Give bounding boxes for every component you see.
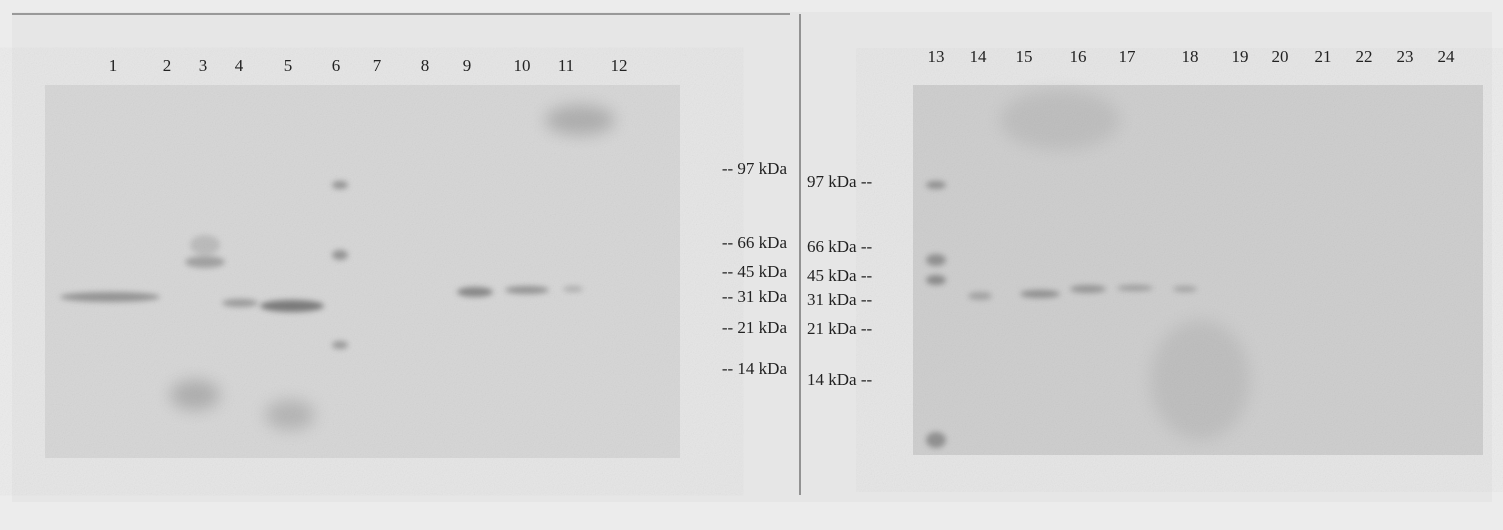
marker-label: 45 kDa -- [807,266,872,285]
gel-band [260,300,324,312]
gel-band [1020,290,1060,298]
lane-label: 22 [1356,47,1373,66]
lane-label: 11 [558,56,574,75]
lane-label: 17 [1119,47,1137,66]
gel-band [170,380,220,410]
lane-label: 13 [928,47,945,66]
gel-band [265,400,315,430]
marker-label: -- 31 kDa [722,287,788,306]
gel-band [1117,285,1153,291]
lane-label: 24 [1438,47,1456,66]
lane-label: 9 [463,56,472,75]
gel-band [332,181,348,189]
marker-label: -- 45 kDa [722,262,788,281]
lane-label: 23 [1397,47,1414,66]
gel-band [332,250,348,260]
gel-band [926,275,946,285]
marker-label: 21 kDa -- [807,319,872,338]
lane-label: 18 [1182,47,1199,66]
left-gel-texture [45,85,680,458]
gel-band [968,292,992,300]
lane-label: 6 [332,56,341,75]
lane-label: 16 [1070,47,1087,66]
gel-band [926,254,946,266]
gel-band [190,235,220,255]
lane-label: 5 [284,56,293,75]
lane-label: 12 [611,56,628,75]
marker-label: 31 kDa -- [807,290,872,309]
gel-band [1000,90,1120,150]
gel-band [926,181,946,189]
marker-label: -- 66 kDa [722,233,788,252]
marker-label: 66 kDa -- [807,237,872,256]
gel-band [505,286,549,294]
lane-label: 7 [373,56,382,75]
lane-label: 8 [421,56,430,75]
marker-label: -- 21 kDa [722,318,788,337]
lane-label: 15 [1016,47,1033,66]
gel-band [457,287,493,297]
marker-label: 14 kDa -- [807,370,872,389]
gel-band [185,256,225,268]
marker-label: 97 kDa -- [807,172,872,191]
lane-label: 14 [970,47,988,66]
marker-label: -- 14 kDa [722,359,788,378]
gel-band [332,341,348,349]
gel-band [1150,320,1250,440]
gel-band [1070,285,1106,293]
gel-band [1173,286,1197,292]
gel-figure: 123456789101112131415161718192021222324-… [0,0,1503,525]
lane-label: 4 [235,56,244,75]
lane-label: 1 [109,56,118,75]
gel-band [563,286,583,292]
gel-band [545,105,615,135]
lane-label: 2 [163,56,172,75]
gel-band [926,432,946,448]
lane-label: 19 [1232,47,1249,66]
lane-label: 10 [514,56,531,75]
lane-label: 20 [1272,47,1289,66]
lane-label: 3 [199,56,208,75]
marker-label: -- 97 kDa [722,159,788,178]
gel-band [60,292,160,302]
lane-label: 21 [1315,47,1332,66]
gel-band [222,299,258,307]
